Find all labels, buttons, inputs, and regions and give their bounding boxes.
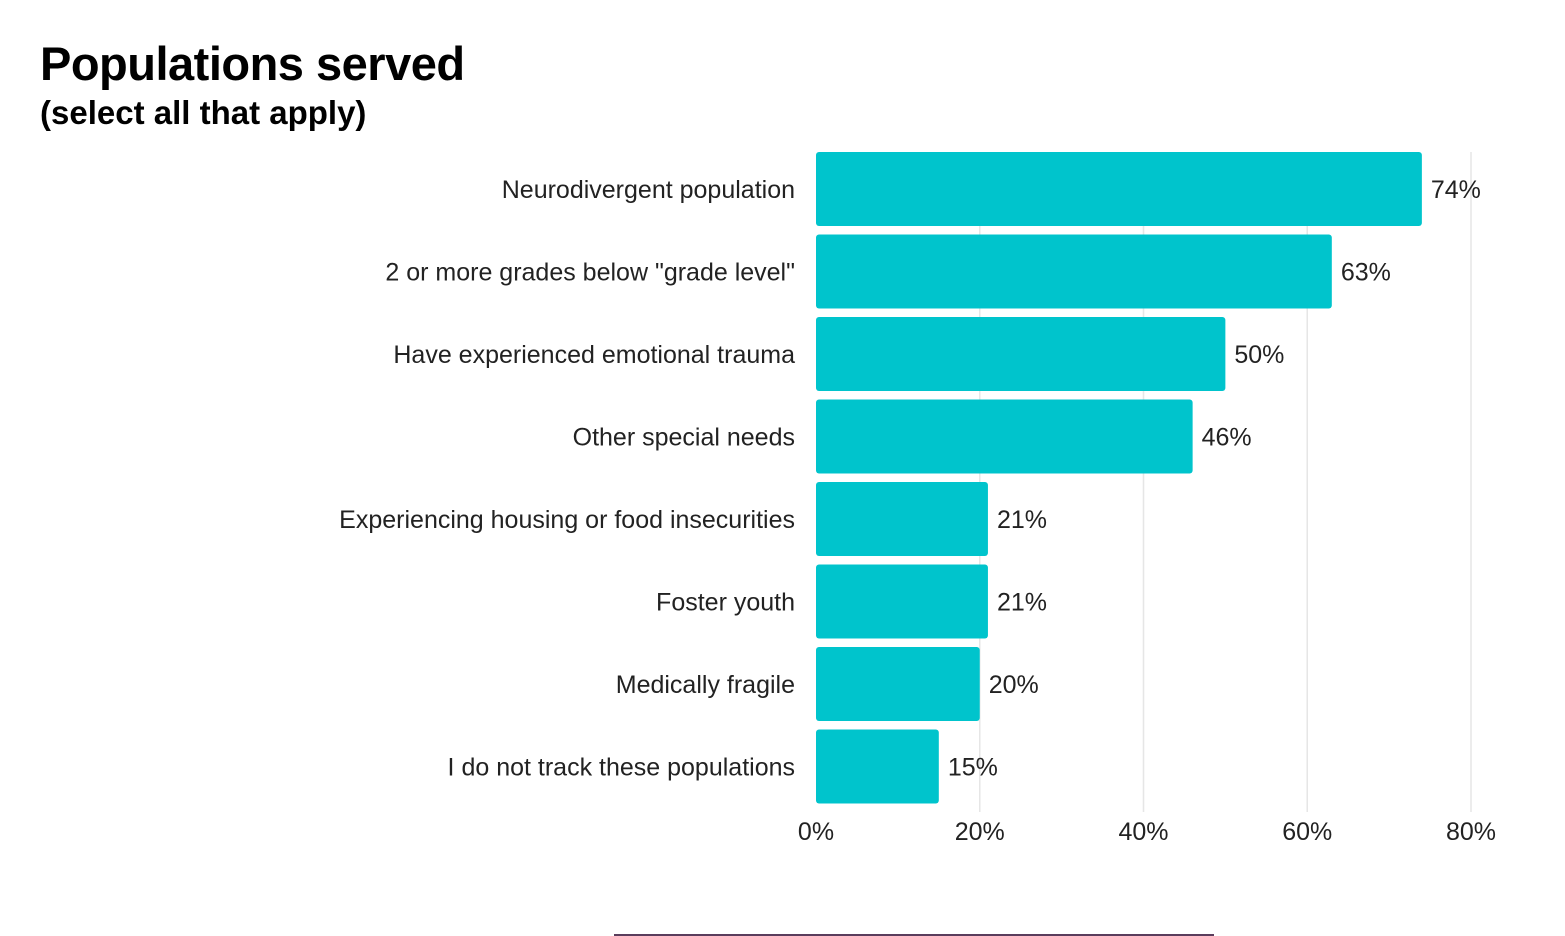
- data-label: 50%: [1234, 341, 1284, 369]
- category-label: Medically fragile: [616, 671, 795, 699]
- bar: [816, 729, 939, 804]
- divider: [614, 934, 1214, 936]
- category-label: I do not track these populations: [448, 754, 795, 782]
- bar: [816, 234, 1332, 309]
- category-label: Other special needs: [573, 424, 795, 452]
- category-label: Neurodivergent population: [502, 176, 795, 204]
- data-label: 74%: [1431, 176, 1481, 204]
- data-label: 21%: [997, 506, 1047, 534]
- bar: [816, 317, 1226, 391]
- data-label: 63%: [1341, 259, 1391, 287]
- bar: [816, 647, 980, 721]
- bar: [816, 482, 988, 556]
- data-label: 20%: [989, 671, 1039, 699]
- x-tick-label: 80%: [1446, 818, 1496, 846]
- category-label: Have experienced emotional trauma: [393, 341, 795, 369]
- data-label: 21%: [997, 589, 1047, 617]
- x-tick-label: 20%: [955, 818, 1005, 846]
- chart-title: Populations served: [40, 37, 465, 90]
- bar: [816, 152, 1422, 226]
- data-label: 15%: [948, 754, 998, 782]
- data-label: 46%: [1202, 424, 1252, 452]
- category-label: 2 or more grades below "grade level": [385, 259, 795, 287]
- x-tick-label: 60%: [1282, 818, 1332, 846]
- category-label: Experiencing housing or food insecuritie…: [339, 506, 795, 534]
- chart-subtitle: (select all that apply): [40, 94, 367, 131]
- bar: [816, 564, 988, 639]
- x-tick-label: 0%: [798, 818, 834, 846]
- bar: [816, 399, 1193, 474]
- category-label: Foster youth: [656, 589, 795, 617]
- x-tick-label: 40%: [1118, 818, 1168, 846]
